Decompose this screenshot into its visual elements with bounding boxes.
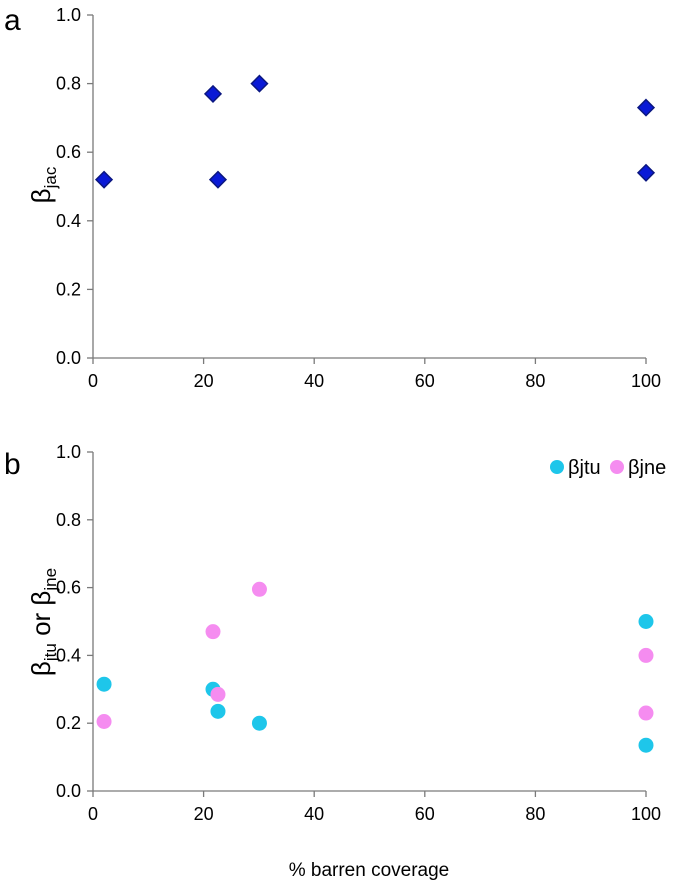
panel-a-diamond-point [94, 170, 114, 189]
panel-b-ylabel: βjtu or βjne [26, 568, 60, 676]
panel-a-diamond-point [203, 84, 223, 103]
legend-label-2: βjne [628, 457, 666, 479]
legend-label-1: βjtu [568, 457, 601, 479]
panel-b-y-tick-label: 0.0 [56, 781, 81, 801]
panel-b-ylabel-sub-1: jtu [41, 643, 60, 662]
panel-b-y-tick-label: 0.6 [56, 578, 81, 598]
panel-b-series-2-point [251, 581, 267, 597]
panel-a-y-tick-label: 1.0 [56, 5, 81, 25]
panel-b-ylabel-sub-2: jne [41, 568, 60, 592]
legend-marker-2 [610, 460, 624, 474]
panel-b-series-2-point [205, 624, 221, 640]
panel-a-ylabel: βjac [26, 166, 60, 203]
svg-text:βjac: βjac [26, 166, 60, 203]
panel-b-legend: βjtu βjne [550, 457, 666, 479]
panel-a: a βjac 0.0 0.2 0.4 0.6 0.8 1.0 0 20 40 60 80 100 [4, 4, 661, 391]
panel-b-x-tick-label: 60 [415, 804, 435, 824]
panel-a-points [94, 74, 656, 189]
panel-a-x-tick-label: 0 [88, 371, 98, 391]
panel-b-series-2-point [210, 686, 226, 702]
panel-b-y-tick-label: 0.8 [56, 510, 81, 530]
panel-b-x-tick-label: 0 [88, 804, 98, 824]
panel-a-ylabel-sub: jac [41, 166, 60, 189]
panel-b-series-2-point [96, 714, 112, 730]
panel-a-letter: a [4, 4, 21, 37]
panel-a-diamond-point [636, 98, 656, 117]
panel-b-series-1-point [638, 737, 654, 753]
panel-b-series-1-point [96, 676, 112, 692]
panel-b-y-tick-label: 0.2 [56, 713, 81, 733]
panel-b-series-2-point [638, 647, 654, 663]
panel-b-x-tick-label: 80 [525, 804, 545, 824]
panel-a-y-tick-label: 0.2 [56, 279, 81, 299]
panel-a-x-tick-label: 40 [304, 371, 324, 391]
panel-a-x-tick-label: 60 [415, 371, 435, 391]
panel-b-series-1-point [251, 715, 267, 731]
panel-b-series-1-point [638, 614, 654, 629]
panel-a-x-tick-label: 100 [631, 371, 661, 391]
panel-a-diamond-point [250, 74, 269, 93]
panel-b-x-tick-label: 100 [631, 804, 661, 824]
x-axis-title: % barren coverage [289, 860, 450, 881]
panel-b-x-tick-label: 40 [304, 804, 324, 824]
panel-a-diamond-point [208, 170, 228, 189]
legend-marker-1 [550, 460, 564, 474]
panel-a-axes: 0.0 0.2 0.4 0.6 0.8 1.0 0 20 40 60 80 100 [56, 5, 661, 391]
panel-b-ylabel-main-1: β [26, 661, 56, 676]
panel-a-ylabel-main: β [26, 188, 56, 203]
panel-a-diamond-point [636, 163, 656, 182]
panel-a-y-tick-label: 0.0 [56, 348, 81, 368]
panel-b-series-1-point [210, 703, 226, 719]
panel-b-ylabel-main-2: or β [26, 591, 56, 644]
panel-b-points [96, 581, 654, 753]
panel-a-y-tick-label: 0.4 [56, 211, 81, 231]
panel-b-series-2-point [638, 705, 654, 721]
svg-text:βjtu or βjne: βjtu or βjne [26, 568, 60, 676]
panel-b-axes: 0.0 0.2 0.4 0.6 0.8 1.0 0 20 40 60 80 100 [56, 442, 661, 824]
panel-b-letter: b [4, 448, 21, 481]
panel-a-x-tick-label: 80 [525, 371, 545, 391]
panel-b-y-tick-label: 1.0 [56, 442, 81, 462]
panel-b-x-tick-label: 20 [194, 804, 214, 824]
panel-a-x-tick-label: 20 [194, 371, 214, 391]
panel-a-y-tick-label: 0.6 [56, 142, 81, 162]
panel-b-y-tick-label: 0.4 [56, 645, 81, 665]
panel-a-y-tick-label: 0.8 [56, 74, 81, 94]
panel-b: b βjtu or βjne βjtu βjne 0.00.20.40.60.81… [4, 442, 666, 824]
